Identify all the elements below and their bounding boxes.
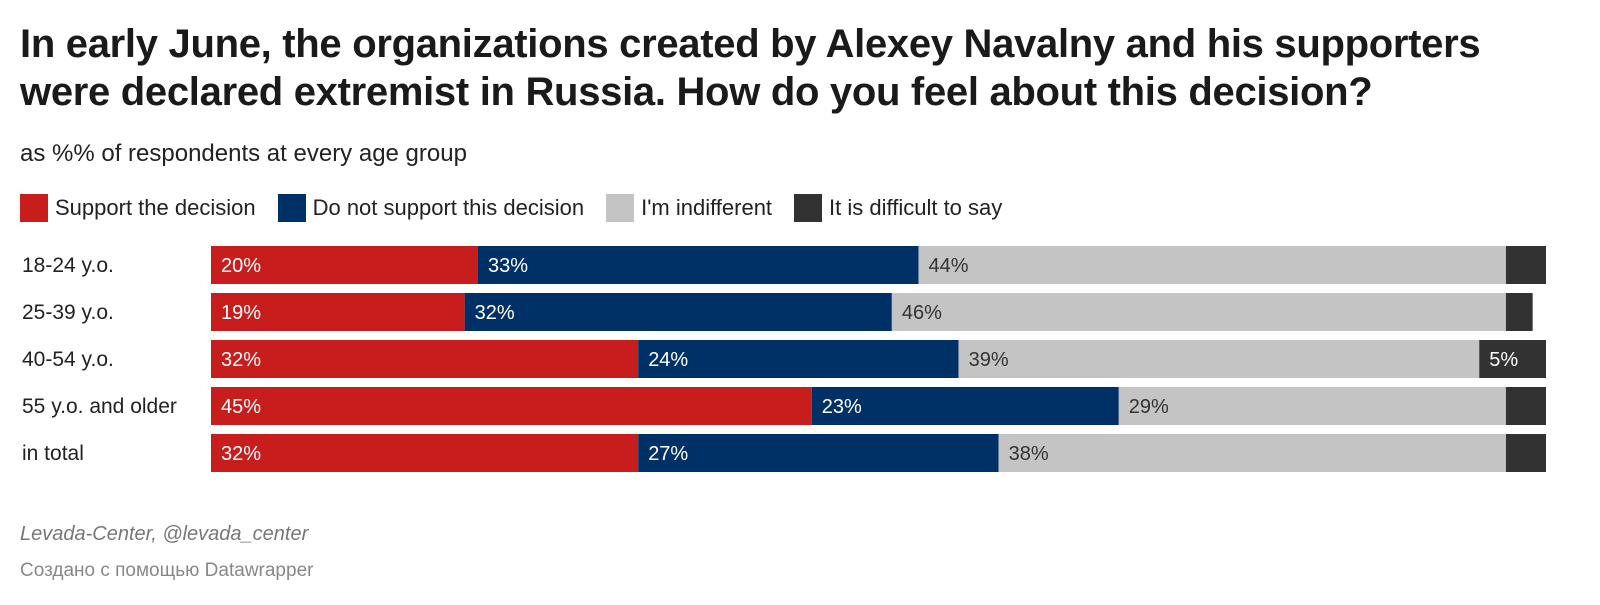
data-label-25-39-y-o-support-the-decision: 19% xyxy=(221,302,261,324)
bar-in-total-i-m-indifferent xyxy=(998,434,1506,472)
legend-label-indifferent: I'm indifferent xyxy=(641,195,773,220)
category-label-55-y-o-and-older: 55 y.o. and older xyxy=(22,395,177,418)
footer-credit: Создано с помощью Datawrapper xyxy=(20,560,314,581)
legend-swatch-not-support xyxy=(277,194,306,222)
legend-label-not-support: Do not support this decision xyxy=(312,195,585,220)
legend-swatch-difficult xyxy=(794,194,823,222)
bar-55-y-o-and-older-support-the-decision xyxy=(211,387,812,425)
data-label-in-total-do-not-support-this-decision: 27% xyxy=(648,443,688,465)
legend-item-support: Support the decision xyxy=(20,194,256,222)
bar-40-54-y-o-support-the-decision xyxy=(211,340,639,378)
bar-40-54-y-o-it-is-difficult-to-say xyxy=(1479,340,1546,378)
bar-in-total-support-the-decision xyxy=(211,434,639,472)
legend-label-difficult: It is difficult to say xyxy=(829,195,1003,220)
bar-25-39-y-o-it-is-difficult-to-say xyxy=(1505,293,1533,331)
data-label-55-y-o-and-older-i-m-indifferent: 29% xyxy=(1129,396,1169,418)
bar-40-54-y-o-do-not-support-this-decision xyxy=(638,340,959,378)
bar-55-y-o-and-older-it-is-difficult-to-say xyxy=(1505,387,1546,425)
chart-subtitle: as %% of respondents at every age group xyxy=(20,140,467,167)
stacked-bar-chart: 18-24 y.o. 20% 33% 44% 25-39 y.o. 19% 32% 46% 40… xyxy=(22,246,1546,472)
data-label-18-24-y-o-do-not-support-this-decision: 33% xyxy=(488,255,528,277)
data-label-18-24-y-o-support-the-decision: 20% xyxy=(221,255,261,277)
legend-item-difficult: It is difficult to say xyxy=(794,194,1002,222)
bar-in-total-it-is-difficult-to-say xyxy=(1505,434,1546,472)
bar-25-39-y-o-i-m-indifferent xyxy=(891,293,1506,331)
chart-title: In early June, the organizations created… xyxy=(20,22,1481,114)
bar-25-39-y-o-do-not-support-this-decision xyxy=(464,293,892,331)
bar-18-24-y-o-support-the-decision xyxy=(211,246,478,284)
category-label-in-total: in total xyxy=(22,442,84,465)
bar-in-total-do-not-support-this-decision xyxy=(638,434,999,472)
data-label-55-y-o-and-older-support-the-decision: 45% xyxy=(221,396,261,418)
bar-40-54-y-o-i-m-indifferent xyxy=(958,340,1480,378)
bar-18-24-y-o-do-not-support-this-decision xyxy=(478,246,919,284)
bar-25-39-y-o-support-the-decision xyxy=(211,293,465,331)
bar-18-24-y-o-i-m-indifferent xyxy=(918,246,1506,284)
data-label-18-24-y-o-i-m-indifferent: 44% xyxy=(929,255,969,277)
legend-swatch-support xyxy=(20,194,48,222)
bar-55-y-o-and-older-do-not-support-this-decision xyxy=(811,387,1119,425)
legend: Support the decision Do not support this… xyxy=(20,193,1024,223)
legend-swatch-indifferent xyxy=(606,194,635,222)
bar-55-y-o-and-older-i-m-indifferent xyxy=(1118,387,1506,425)
data-label-40-54-y-o-i-m-indifferent: 39% xyxy=(969,349,1009,371)
data-label-40-54-y-o-do-not-support-this-decision: 24% xyxy=(648,349,688,371)
footer-source: Levada-Center, @levada_center xyxy=(20,523,309,545)
legend-item-not-support: Do not support this decision xyxy=(277,194,585,222)
data-label-25-39-y-o-do-not-support-this-decision: 32% xyxy=(475,302,515,324)
data-label-25-39-y-o-i-m-indifferent: 46% xyxy=(902,302,942,324)
bar-18-24-y-o-it-is-difficult-to-say xyxy=(1505,246,1546,284)
data-label-in-total-i-m-indifferent: 38% xyxy=(1009,443,1049,465)
category-label-25-39-y-o: 25-39 y.o. xyxy=(22,301,114,324)
data-label-40-54-y-o-it-is-difficult-to-say: 5% xyxy=(1489,349,1518,371)
data-label-55-y-o-and-older-do-not-support-this-decision: 23% xyxy=(822,396,862,418)
category-label-18-24-y-o: 18-24 y.o. xyxy=(22,254,114,277)
data-label-40-54-y-o-support-the-decision: 32% xyxy=(221,349,261,371)
legend-item-indifferent: I'm indifferent xyxy=(606,194,772,222)
category-label-40-54-y-o: 40-54 y.o. xyxy=(22,348,114,371)
data-label-in-total-support-the-decision: 32% xyxy=(221,443,261,465)
legend-label-support: Support the decision xyxy=(55,195,256,220)
